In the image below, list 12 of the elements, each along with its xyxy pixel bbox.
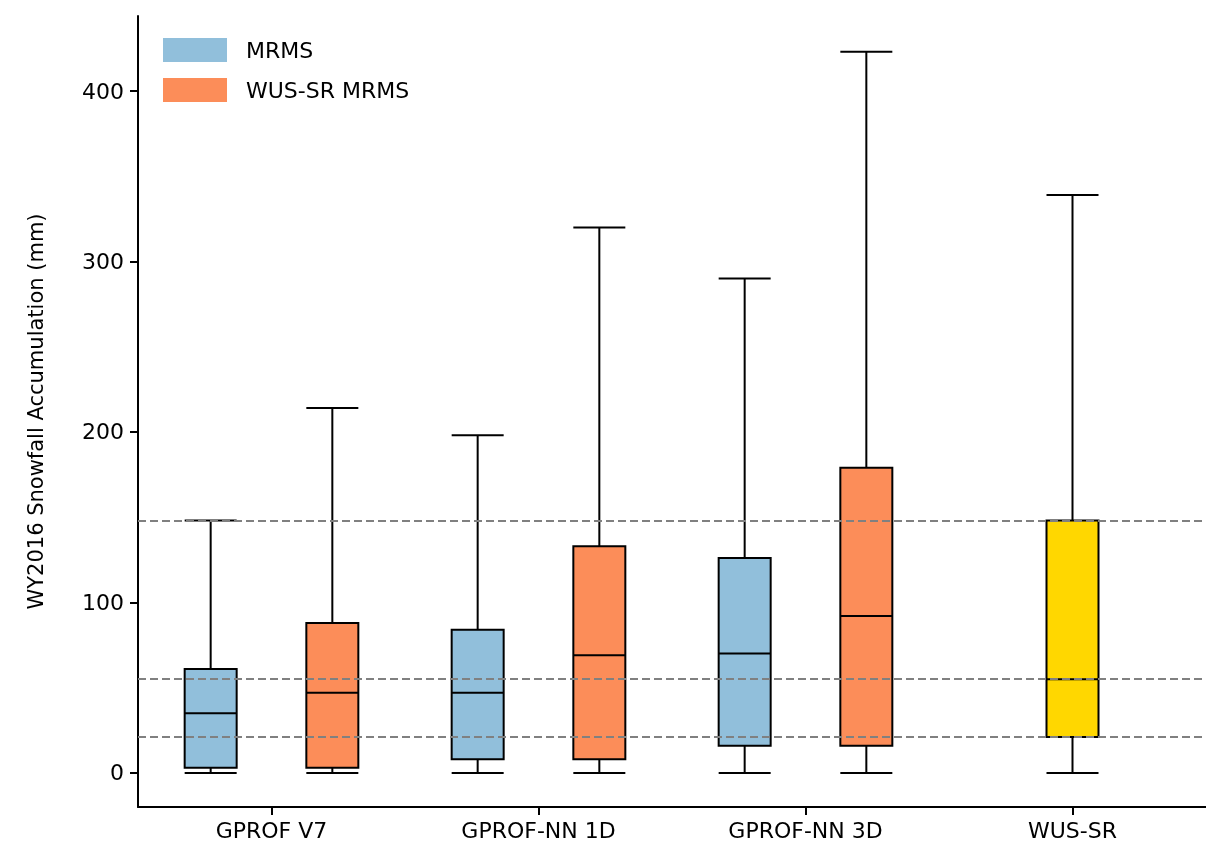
x-tick-label: GPROF-NN 3D xyxy=(728,817,883,843)
y-axis-title: WY2016 Snowfall Accumulation (mm) xyxy=(23,213,48,610)
y-tick-label: 100 xyxy=(82,589,124,615)
x-tick-label: WUS-SR xyxy=(1027,817,1118,843)
x-tick-label: GPROF V7 xyxy=(215,817,328,843)
legend-label: MRMS xyxy=(246,37,314,63)
y-tick-label: 200 xyxy=(82,419,124,445)
y-tick-label: 400 xyxy=(82,78,124,104)
y-tick-label: 0 xyxy=(110,760,124,786)
y-tick-label: 300 xyxy=(82,248,124,274)
legend-label: WUS-SR MRMS xyxy=(246,77,410,103)
x-tick-label: GPROF-NN 1D xyxy=(461,817,616,843)
